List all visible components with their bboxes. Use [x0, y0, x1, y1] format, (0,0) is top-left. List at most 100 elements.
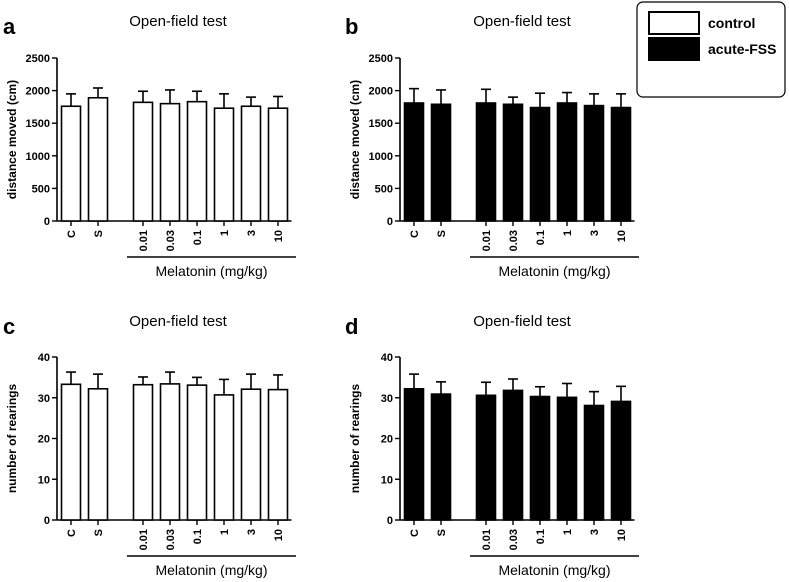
y-tick-label: 0 [387, 216, 393, 228]
bar-1 [556, 102, 578, 222]
y-tick-label: 2000 [26, 86, 50, 98]
bar-3 [583, 104, 605, 222]
y-tick-label: 30 [38, 393, 50, 405]
bar-10 [267, 388, 289, 521]
x-tick-label: 10 [616, 529, 628, 541]
legend-swatch-control [648, 11, 700, 35]
group-label: Melatonin (mg/kg) [155, 263, 267, 279]
x-tick-label: 1 [562, 230, 574, 236]
x-tick-label: 0.01 [138, 529, 150, 550]
bar-10 [267, 107, 289, 222]
x-tick-label: 0.1 [192, 230, 204, 245]
x-tick-label: 0.03 [508, 529, 520, 550]
legend-label-acute-fss: acute-FSS [708, 41, 776, 57]
group-label: Melatonin (mg/kg) [155, 562, 267, 578]
x-tick-label: S [436, 529, 448, 536]
panel-letter: c [3, 314, 15, 339]
chart-title: Open-field test [129, 313, 227, 330]
y-tick-label: 1500 [26, 118, 50, 130]
y-tick-label: 40 [38, 352, 50, 364]
bar-S [430, 393, 452, 521]
x-tick-label: 0.03 [508, 230, 520, 251]
x-tick-label: 1 [219, 529, 231, 535]
bar-0.1 [529, 106, 551, 222]
bar-3 [240, 105, 262, 222]
bar-0.03 [159, 383, 181, 521]
y-tick-label: 30 [381, 393, 393, 405]
x-tick-label: 1 [219, 230, 231, 236]
chart-title: Open-field test [473, 13, 571, 30]
panel-letter: a [3, 14, 16, 39]
bar-0.1 [186, 100, 208, 222]
y-tick-label: 40 [381, 352, 393, 364]
legend: control acute-FSS [636, 1, 786, 98]
y-tick-label: 2500 [26, 53, 50, 65]
bar-1 [556, 396, 578, 521]
y-tick-label: 20 [38, 434, 50, 446]
bar-S [87, 96, 109, 222]
x-tick-label: C [66, 230, 78, 238]
bar-S [430, 103, 452, 222]
x-tick-label: 0.1 [535, 529, 547, 544]
y-tick-label: 500 [375, 183, 393, 195]
x-tick-label: 0.01 [481, 529, 493, 550]
legend-swatch-acute-fss [648, 37, 700, 61]
bar-10 [610, 400, 632, 521]
y-tick-label: 2500 [369, 53, 393, 65]
bar-0.03 [159, 102, 181, 222]
panel-letter: b [345, 14, 358, 39]
x-tick-label: C [409, 529, 421, 537]
x-tick-label: 1 [562, 529, 574, 535]
y-tick-label: 0 [44, 216, 50, 228]
bar-0.01 [132, 101, 154, 222]
panel-letter: d [345, 314, 358, 339]
y-tick-label: 10 [381, 474, 393, 486]
chart-panel-a: a Open-field test 0 500 1000 1500 2000 2500 dist… [3, 13, 296, 279]
bar-10 [610, 106, 632, 222]
x-tick-label: S [93, 230, 105, 237]
y-tick-label: 1000 [26, 151, 50, 163]
x-tick-label: 3 [589, 230, 601, 236]
x-tick-label: 10 [273, 230, 285, 242]
bar-C [403, 387, 425, 521]
x-tick-label: 3 [589, 529, 601, 535]
bar-3 [240, 388, 262, 521]
x-tick-label: C [409, 230, 421, 238]
y-tick-label: 1000 [369, 151, 393, 163]
x-tick-label: S [436, 230, 448, 237]
bar-3 [583, 404, 605, 521]
bar-C [403, 102, 425, 222]
x-tick-label: 10 [273, 529, 285, 541]
y-tick-label: 0 [387, 515, 393, 527]
legend-label-control: control [708, 15, 755, 31]
y-tick-label: 500 [32, 183, 50, 195]
x-tick-label: 0.01 [138, 230, 150, 251]
bar-0.01 [475, 102, 497, 222]
group-label: Melatonin (mg/kg) [498, 562, 610, 578]
x-tick-label: C [66, 529, 78, 537]
y-axis-label: number of rearings [5, 384, 19, 494]
x-tick-label: 0.01 [481, 230, 493, 251]
x-tick-label: 3 [246, 529, 258, 535]
chart-title: Open-field test [129, 13, 227, 30]
x-tick-label: 10 [616, 230, 628, 242]
y-tick-label: 0 [44, 515, 50, 527]
chart-panel-c: c Open-field test 0 10 20 30 40 number of reari… [3, 313, 296, 578]
bar-1 [213, 107, 235, 222]
bar-S [87, 387, 109, 521]
x-tick-label: 0.03 [165, 529, 177, 550]
group-label: Melatonin (mg/kg) [498, 263, 610, 279]
y-tick-label: 2000 [369, 86, 393, 98]
chart-panel-d: d Open-field test 0 10 20 30 40 number of reari… [345, 313, 639, 578]
bar-0.1 [186, 384, 208, 521]
chart-title: Open-field test [473, 313, 571, 330]
y-axis-label: distance moved (cm) [348, 80, 362, 199]
bar-1 [213, 394, 235, 521]
y-tick-label: 1500 [369, 118, 393, 130]
bar-0.03 [502, 103, 524, 222]
y-tick-label: 20 [381, 434, 393, 446]
x-tick-label: 0.1 [192, 529, 204, 544]
chart-panel-b: b Open-field test 0 500 1000 1500 2000 2500 dist… [345, 13, 639, 279]
bar-0.03 [502, 389, 524, 521]
x-tick-label: 3 [246, 230, 258, 236]
